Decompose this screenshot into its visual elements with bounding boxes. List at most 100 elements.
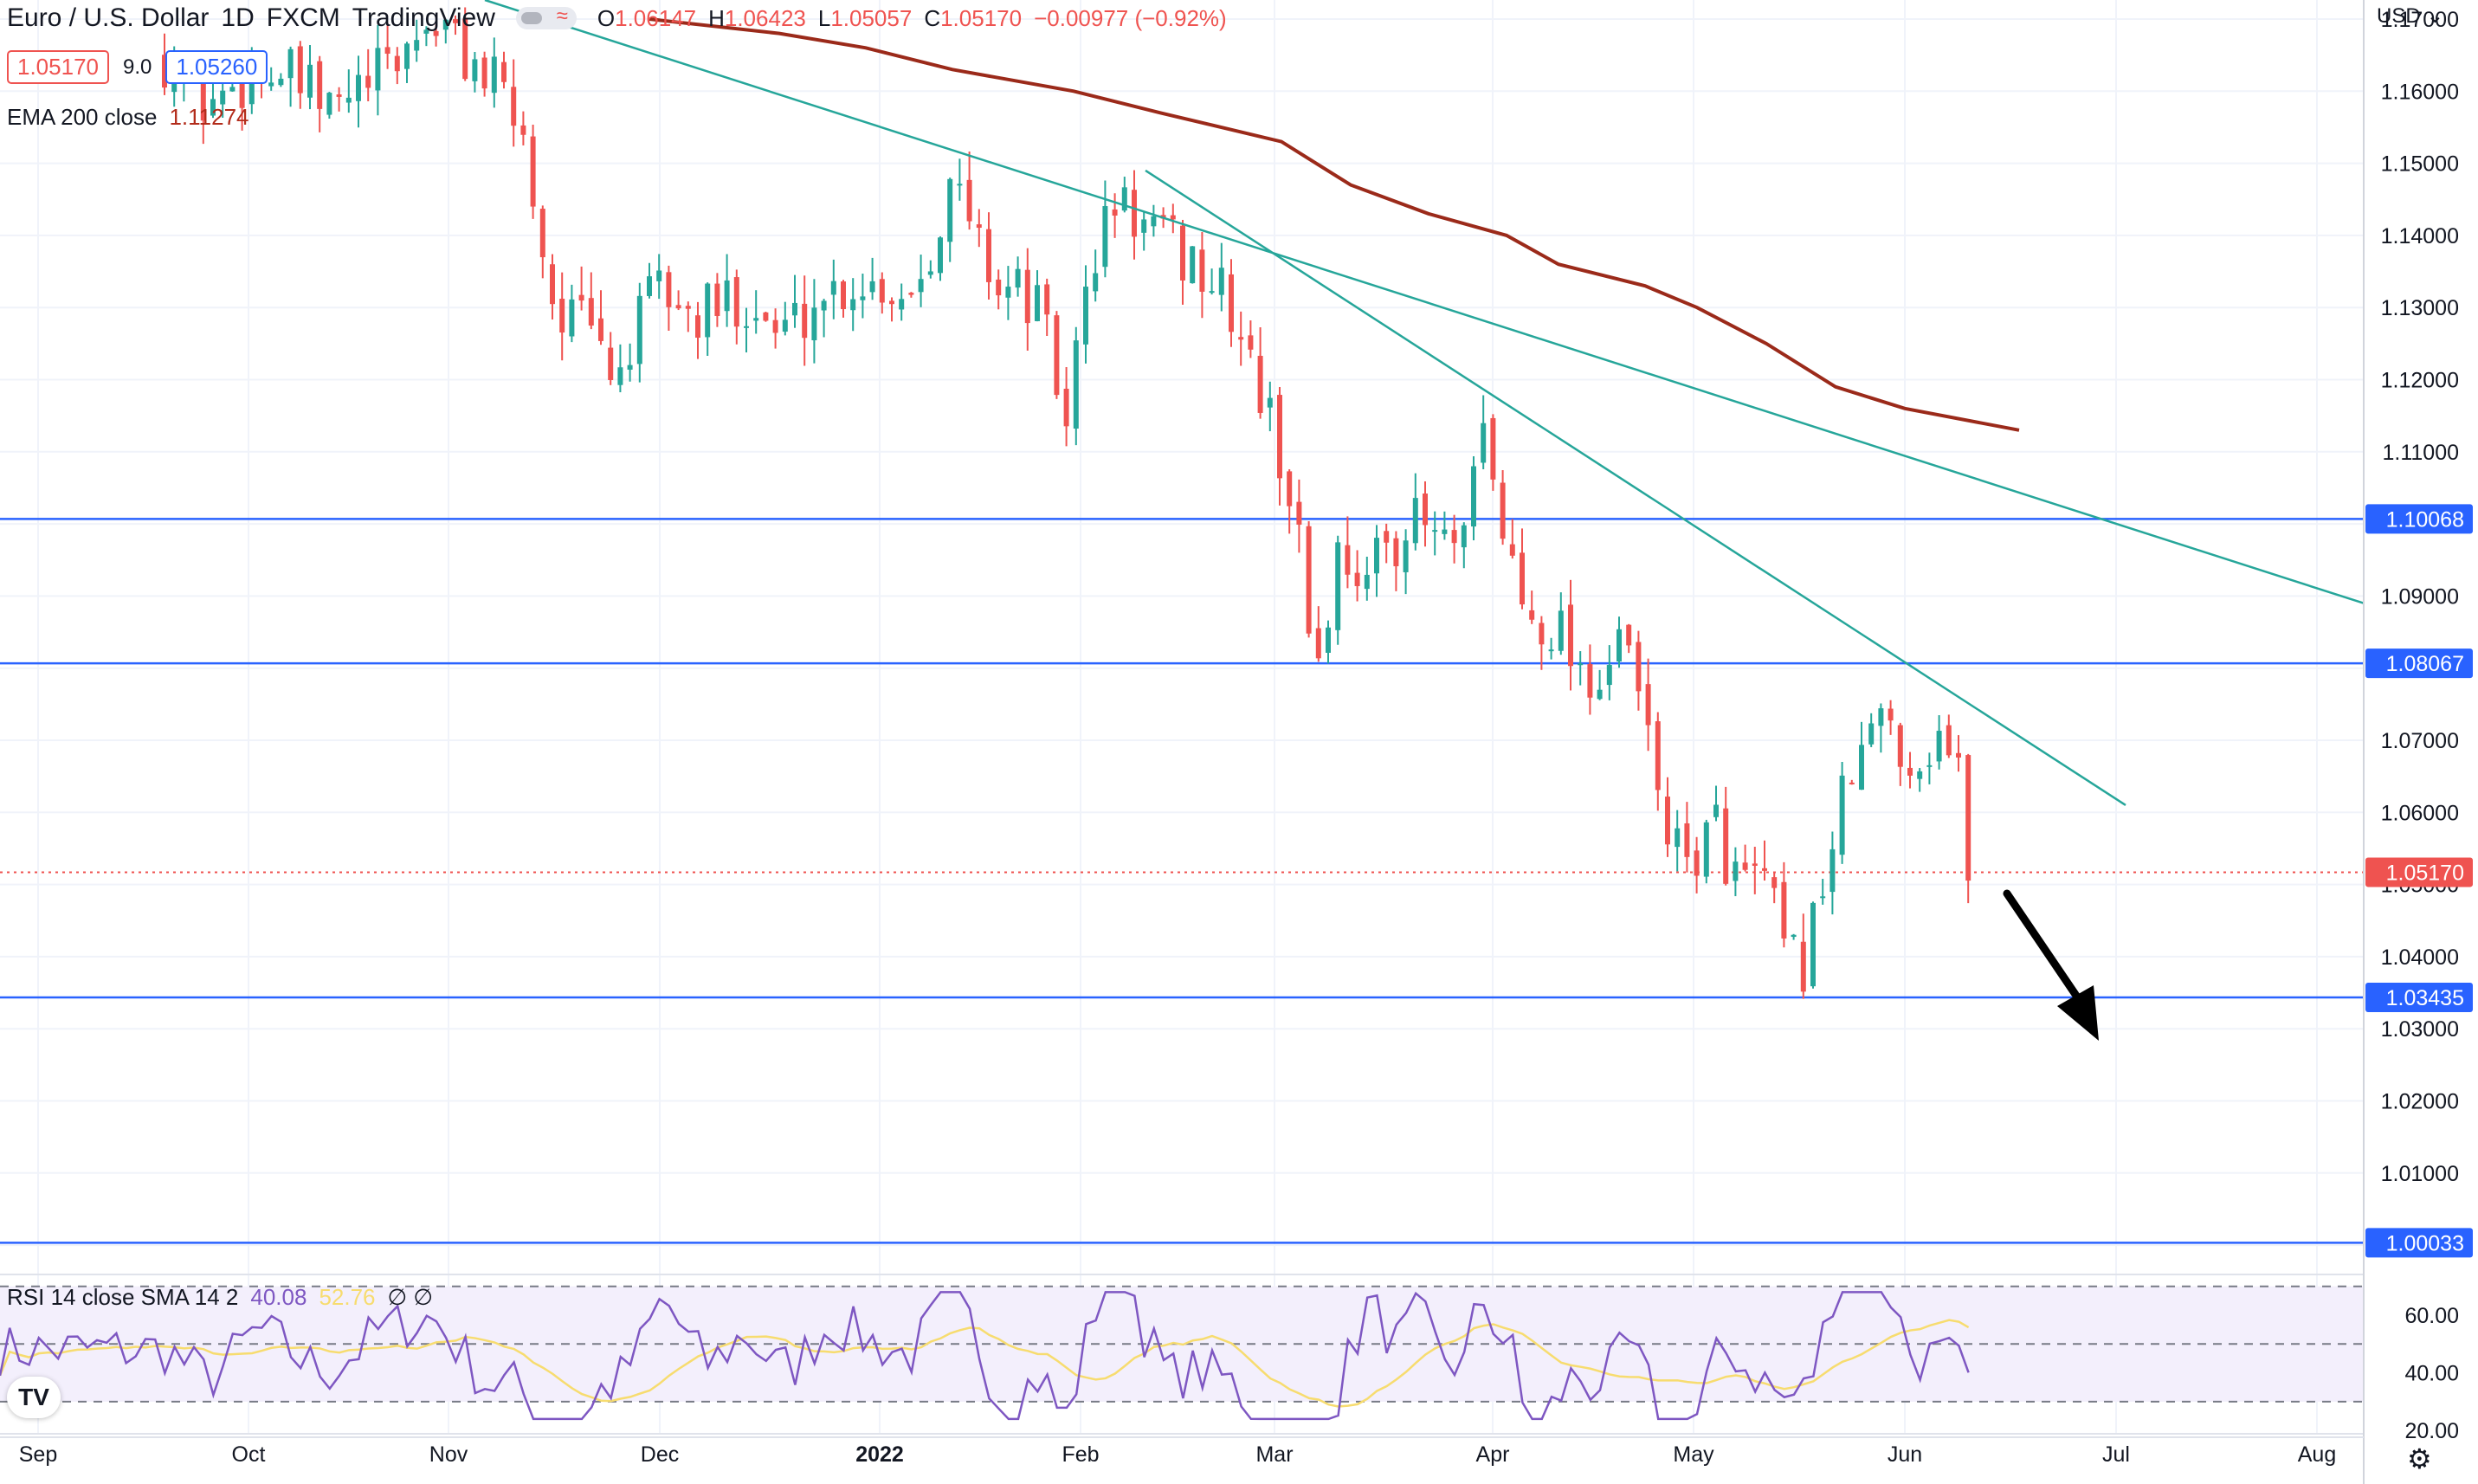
- candle-body: [569, 299, 575, 337]
- candle-body: [1423, 494, 1428, 526]
- settings-gear-icon[interactable]: ⚙: [2407, 1443, 2432, 1474]
- ohlc-value: 1.06147: [615, 4, 697, 31]
- ohlc-key: L: [817, 4, 831, 31]
- candle-body: [1345, 545, 1351, 575]
- currency-selector[interactable]: USD ⌄: [2377, 4, 2444, 28]
- candle-body: [1315, 628, 1321, 659]
- candle-body: [1481, 423, 1487, 463]
- time-tick-label: Sep: [19, 1442, 57, 1467]
- candle-body: [278, 78, 284, 86]
- candle-body: [1675, 828, 1681, 848]
- hidden-values-icon[interactable]: ∅ ∅: [387, 1284, 434, 1310]
- candle-body: [1733, 861, 1739, 881]
- wave-icon: ≈: [556, 4, 568, 28]
- candle-body: [869, 281, 875, 293]
- price-tick-label: 1.03000: [2381, 1017, 2459, 1042]
- candle-body: [666, 272, 672, 307]
- ema-legend[interactable]: EMA 200 close 1.11274: [7, 104, 249, 131]
- candle-body: [1587, 664, 1593, 698]
- ohlc-key: H: [708, 4, 725, 31]
- rsi-value: 40.08: [250, 1284, 307, 1310]
- candle-body: [1093, 273, 1099, 292]
- rsi-legend[interactable]: RSI 14 close SMA 14 2 40.08 52.76 ∅ ∅: [7, 1284, 433, 1311]
- price-tick-label: 1.13000: [2381, 296, 2459, 320]
- candle-body: [636, 295, 642, 365]
- candle-body: [539, 209, 545, 258]
- candle-body: [1277, 395, 1282, 479]
- candle-body: [1655, 721, 1661, 790]
- candle-body: [1684, 823, 1690, 857]
- ohlc-item: C1.05170: [924, 5, 1022, 32]
- symbol-title[interactable]: Euro / U.S. Dollar: [7, 3, 210, 32]
- ema-200-line: [649, 17, 2020, 432]
- candle-body: [491, 56, 497, 94]
- candle-body: [782, 319, 788, 332]
- interval-label[interactable]: 1D: [221, 3, 255, 32]
- visibility-toggle[interactable]: ≈: [515, 4, 577, 29]
- candle-body: [1645, 684, 1651, 726]
- candle-body: [724, 280, 730, 312]
- last-price-label: 1.05170: [2386, 861, 2464, 885]
- level-price-tag: [2365, 648, 2473, 679]
- candle-body: [656, 270, 662, 281]
- candle-body: [685, 306, 691, 309]
- candle-body: [365, 75, 371, 88]
- ohlc-item: H1.06423: [708, 5, 806, 32]
- candle-body: [375, 48, 381, 91]
- candle-body: [1509, 544, 1515, 556]
- candle-body: [1762, 868, 1767, 871]
- candle-body: [520, 125, 526, 135]
- candle-body: [1190, 246, 1196, 284]
- candle-body: [1044, 284, 1050, 315]
- candle-body: [830, 281, 836, 295]
- candle-body: [695, 315, 700, 339]
- candle-body: [957, 184, 963, 186]
- candle-body: [1926, 765, 1933, 767]
- buy-button[interactable]: 1.05260: [165, 50, 268, 84]
- level-price-label: 1.10068: [2386, 507, 2464, 532]
- candle-body: [1024, 269, 1030, 324]
- candle-body: [239, 80, 245, 108]
- candle-body: [1170, 215, 1176, 220]
- time-tick-label: Aug: [2298, 1442, 2336, 1467]
- time-tick-label: Mar: [1255, 1442, 1293, 1467]
- ohlc-values: O1.06147 H1.06423 L1.05057 C1.05170 −0.00977…: [597, 5, 1227, 32]
- candle-body: [462, 18, 468, 80]
- candle-body: [947, 178, 953, 242]
- candle-body: [1868, 723, 1875, 745]
- last-price-tag: [2365, 857, 2473, 887]
- candle-body: [1054, 315, 1060, 396]
- candle-body: [744, 326, 749, 328]
- level-price-label: 1.00033: [2386, 1231, 2464, 1255]
- sell-button[interactable]: 1.05170: [7, 50, 109, 84]
- time-tick-label: Nov: [429, 1442, 468, 1467]
- candle-body: [860, 296, 866, 300]
- candle-body: [1500, 482, 1506, 539]
- candle-body: [1102, 206, 1108, 268]
- candle-body: [1384, 531, 1390, 543]
- candle-body: [1403, 540, 1409, 572]
- candle-body: [1442, 529, 1448, 534]
- candle-body: [1326, 627, 1331, 653]
- candle-body: [472, 59, 478, 81]
- candle-body: [530, 136, 536, 207]
- candle-body: [220, 90, 226, 105]
- candle-body: [1248, 335, 1254, 350]
- candle-body: [1083, 287, 1088, 345]
- candle-body: [1015, 268, 1021, 288]
- tradingview-logo[interactable]: TV: [7, 1377, 61, 1418]
- candle-body: [1907, 767, 1913, 776]
- time-tick-label: Dec: [641, 1442, 679, 1467]
- down-arrow-shaft: [2003, 889, 2081, 1000]
- candle-body: [1713, 804, 1719, 817]
- candle-body: [1209, 291, 1215, 294]
- candle-body: [1636, 642, 1642, 692]
- candle-body: [1568, 604, 1573, 667]
- candle-body: [550, 264, 555, 305]
- rsi-label: RSI 14 close SMA 14 2: [7, 1284, 239, 1310]
- candle-body: [1218, 268, 1224, 295]
- ohlc-value: 1.05170: [940, 4, 1023, 31]
- ohlc-value: 1.05057: [830, 4, 913, 31]
- candle-body: [588, 298, 594, 326]
